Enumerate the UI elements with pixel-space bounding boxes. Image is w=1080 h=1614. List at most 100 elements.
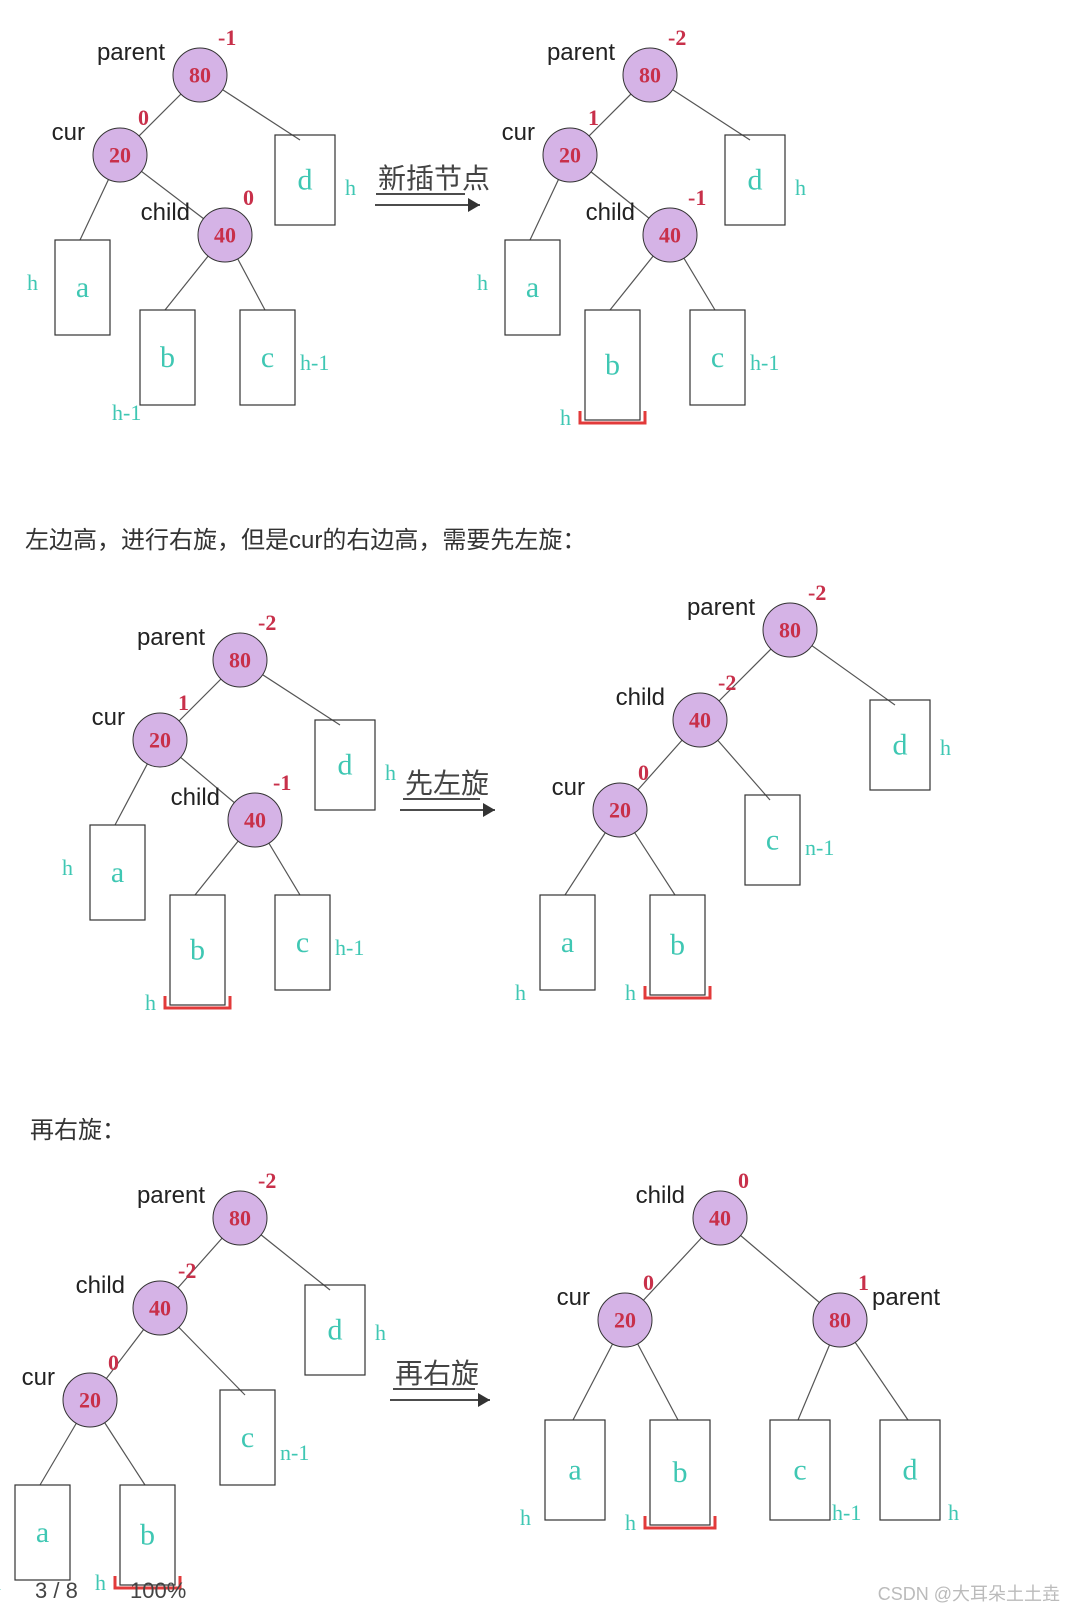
svg-text:d: d <box>338 749 353 782</box>
svg-text:3 / 8: 3 / 8 <box>35 1578 78 1603</box>
svg-text:先左旋: 先左旋 <box>405 768 489 800</box>
svg-text:h-1: h-1 <box>335 935 364 960</box>
svg-text:-2: -2 <box>178 1258 196 1283</box>
svg-text:a: a <box>76 271 89 304</box>
svg-text:h: h <box>0 1570 1 1595</box>
svg-text:-2: -2 <box>258 610 276 635</box>
svg-text:0: 0 <box>138 105 149 130</box>
svg-text:再右旋: 再右旋 <box>395 1358 479 1390</box>
svg-text:c: c <box>711 341 724 374</box>
svg-text:-2: -2 <box>808 580 826 605</box>
svg-text:h-1: h-1 <box>112 400 141 425</box>
svg-text:1: 1 <box>178 690 189 715</box>
svg-text:40: 40 <box>244 808 266 833</box>
svg-text:b: b <box>673 1456 688 1489</box>
svg-text:h: h <box>375 1320 386 1345</box>
svg-text:20: 20 <box>559 143 581 168</box>
svg-text:b: b <box>605 349 620 382</box>
svg-text:100%: 100% <box>130 1578 186 1603</box>
svg-text:40: 40 <box>214 223 236 248</box>
svg-text:parent: parent <box>137 624 205 651</box>
svg-text:child: child <box>616 684 665 711</box>
svg-text:40: 40 <box>659 223 681 248</box>
svg-text:40: 40 <box>689 708 711 733</box>
svg-text:-1: -1 <box>218 25 236 50</box>
svg-text:h-1: h-1 <box>750 350 779 375</box>
svg-text:a: a <box>36 1516 49 1549</box>
svg-text:cur: cur <box>502 119 535 146</box>
svg-text:0: 0 <box>243 185 254 210</box>
svg-text:cur: cur <box>557 1284 590 1311</box>
diagram-canvas: ahbh-1ch-1dh80-1parent200cur400childahbh… <box>0 0 1080 1614</box>
svg-text:-2: -2 <box>718 670 736 695</box>
svg-text:d: d <box>328 1314 343 1347</box>
svg-text:c: c <box>296 926 309 959</box>
svg-text:a: a <box>561 926 574 959</box>
caption-2: 再右旋： <box>30 1110 126 1145</box>
svg-text:0: 0 <box>108 1350 119 1375</box>
svg-text:parent: parent <box>97 39 165 66</box>
svg-text:h: h <box>477 270 488 295</box>
svg-text:parent: parent <box>547 39 615 66</box>
svg-text:c: c <box>261 341 274 374</box>
svg-text:-2: -2 <box>258 1168 276 1193</box>
svg-text:h: h <box>625 980 636 1005</box>
svg-text:20: 20 <box>79 1388 101 1413</box>
svg-text:1: 1 <box>588 105 599 130</box>
svg-text:-1: -1 <box>273 770 291 795</box>
svg-text:d: d <box>748 164 763 197</box>
svg-text:d: d <box>903 1454 918 1487</box>
svg-text:b: b <box>190 934 205 967</box>
svg-text:child: child <box>636 1182 685 1209</box>
svg-text:80: 80 <box>229 1206 251 1231</box>
svg-text:b: b <box>670 929 685 962</box>
svg-text:40: 40 <box>149 1296 171 1321</box>
svg-text:a: a <box>568 1454 581 1487</box>
svg-text:c: c <box>766 824 779 857</box>
page: ahbh-1ch-1dh80-1parent200cur400childahbh… <box>0 0 1080 1614</box>
svg-text:h: h <box>345 175 356 200</box>
svg-text:h: h <box>940 735 951 760</box>
svg-text:h: h <box>520 1505 531 1530</box>
svg-text:parent: parent <box>687 594 755 621</box>
svg-text:h: h <box>560 405 571 430</box>
svg-text:80: 80 <box>829 1308 851 1333</box>
svg-text:h: h <box>62 855 73 880</box>
svg-text:n-1: n-1 <box>805 835 834 860</box>
svg-text:20: 20 <box>149 728 171 753</box>
svg-text:d: d <box>298 164 313 197</box>
svg-text:20: 20 <box>609 798 631 823</box>
svg-text:0: 0 <box>738 1168 749 1193</box>
svg-text:b: b <box>160 341 175 374</box>
svg-text:b: b <box>140 1519 155 1552</box>
svg-text:cur: cur <box>22 1364 55 1391</box>
svg-text:1: 1 <box>858 1270 869 1295</box>
svg-text:40: 40 <box>709 1206 731 1231</box>
svg-text:child: child <box>141 199 190 226</box>
svg-text:child: child <box>76 1272 125 1299</box>
svg-text:h: h <box>385 760 396 785</box>
svg-text:h: h <box>145 990 156 1015</box>
svg-text:-1: -1 <box>688 185 706 210</box>
svg-text:h: h <box>625 1510 636 1535</box>
svg-text:cur: cur <box>552 774 585 801</box>
svg-text:h-1: h-1 <box>300 350 329 375</box>
svg-text:child: child <box>586 199 635 226</box>
svg-text:80: 80 <box>189 63 211 88</box>
svg-text:h: h <box>948 1500 959 1525</box>
svg-text:h: h <box>795 175 806 200</box>
svg-text:20: 20 <box>614 1308 636 1333</box>
svg-text:d: d <box>893 729 908 762</box>
svg-text:c: c <box>793 1454 806 1487</box>
svg-text:CSDN @大耳朵土土垚: CSDN @大耳朵土土垚 <box>878 1584 1060 1604</box>
svg-text:child: child <box>171 784 220 811</box>
caption-1: 左边高，进行右旋，但是cur的右边高，需要先左旋： <box>25 520 586 555</box>
svg-text:0: 0 <box>638 760 649 785</box>
svg-text:cur: cur <box>52 119 85 146</box>
svg-text:h: h <box>95 1570 106 1595</box>
svg-text:20: 20 <box>109 143 131 168</box>
svg-text:n-1: n-1 <box>280 1440 309 1465</box>
svg-text:cur: cur <box>92 704 125 731</box>
svg-text:a: a <box>111 856 124 889</box>
svg-text:h: h <box>515 980 526 1005</box>
